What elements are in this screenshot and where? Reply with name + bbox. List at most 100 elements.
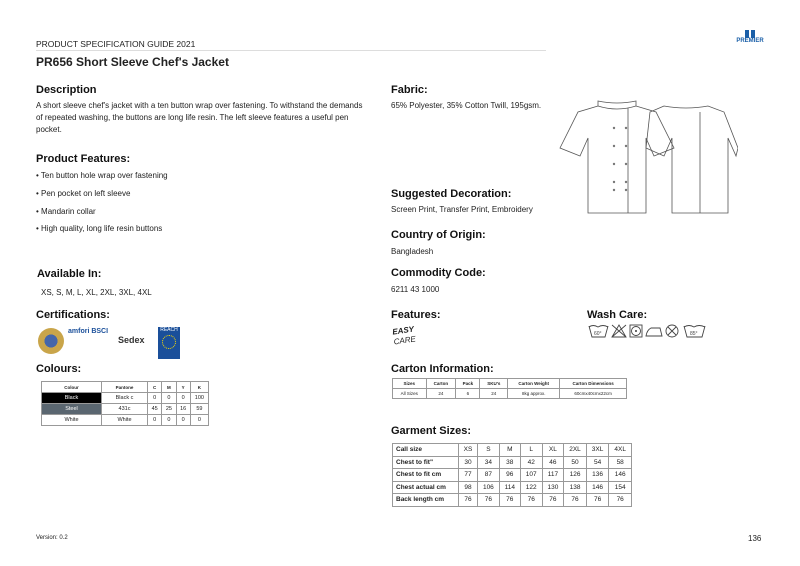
table-cell: 77	[457, 468, 479, 482]
iron-icon	[645, 327, 663, 337]
table-cell: S	[477, 443, 500, 457]
garment-sizes-heading: Garment Sizes:	[391, 425, 472, 437]
decoration-text: Screen Print, Transfer Print, Embroidery	[391, 205, 533, 214]
table-cell: 117	[541, 468, 565, 482]
table-row: Black Black c 0 0 0 100	[41, 392, 210, 404]
table-cell: 4XL	[608, 443, 632, 457]
table-cell: 50	[563, 455, 587, 469]
wrap-logo	[38, 328, 64, 354]
table-cell: 96	[498, 468, 521, 482]
table-cell: 46	[541, 455, 565, 469]
origin-heading: Country of Origin:	[391, 229, 486, 241]
table-cell: 146	[608, 468, 632, 482]
carton-table: Sizes Carton Pack SKU's Carton Weight Carton …	[392, 378, 627, 399]
table-cell: 138	[563, 480, 587, 494]
commodity-text: 6211 43 1000	[391, 285, 440, 294]
garment-sizes-table: Call size XS S M L XL 2XL 3XL 4XL Chest to fit" 30…	[392, 443, 632, 507]
table-cell: 107	[519, 468, 543, 482]
wash-care-heading: Wash Care:	[587, 309, 648, 321]
table-cell: Back length cm	[392, 493, 459, 507]
feature-item: • Pen pocket on left sleeve	[36, 189, 131, 198]
table-cell: 136	[585, 468, 610, 482]
table-header: Colour Pantone C M Y K	[41, 381, 210, 393]
amfori-logo: amfori BSCI	[68, 328, 109, 335]
svg-text:60°: 60°	[594, 331, 602, 337]
jacket-illustration	[559, 100, 738, 214]
features-heading: Features:	[391, 309, 441, 321]
reach-logo: REACH	[158, 327, 180, 359]
table-cell: Chest to fit cm	[392, 468, 459, 482]
table-cell: 38	[498, 455, 521, 469]
origin-text: Bangladesh	[391, 247, 434, 256]
fabric-text: 65% Polyester, 35% Cotton Twill, 195gsm.	[391, 101, 542, 110]
feature-item: • Mandarin collar	[36, 207, 96, 216]
tumble-dry-icon	[629, 324, 643, 338]
no-bleach-icon	[611, 324, 627, 338]
table-header: Sizes Carton Pack SKU's Carton Weight Carton …	[392, 378, 627, 389]
page-title: PR656 Short Sleeve Chef's Jacket	[36, 55, 229, 69]
table-cell: 76	[563, 493, 587, 507]
table-cell: 126	[563, 468, 587, 482]
table-cell: XL	[541, 443, 565, 457]
table-cell: 58	[608, 455, 632, 469]
table-cell: 76	[585, 493, 610, 507]
table-cell: 130	[541, 480, 565, 494]
feature-item: • High quality, long life resin buttons	[36, 224, 163, 233]
brand-logo: PREMIER	[735, 30, 765, 44]
table-cell: 3XL	[585, 443, 610, 457]
table-cell: 76	[477, 493, 500, 507]
table-row: Steel 431c 45 25 16 59	[41, 403, 210, 415]
table-cell: 76	[498, 493, 521, 507]
table-row: Back length cm 76 76 76 76 76 76 76 76	[392, 493, 632, 507]
table-cell: 76	[457, 493, 479, 507]
wash-60-icon: 60°	[588, 325, 609, 338]
no-dry-clean-icon	[665, 324, 679, 338]
carton-heading: Carton Information:	[391, 363, 494, 375]
available-heading: Available In:	[37, 268, 102, 280]
table-cell: XS	[457, 443, 479, 457]
easy-care-logo: EASY CARE	[391, 324, 417, 347]
wash-85-icon: 85°	[683, 325, 706, 338]
product-features-heading: Product Features:	[36, 153, 131, 165]
table-row: Call size XS S M L XL 2XL 3XL 4XL	[392, 443, 632, 457]
table-cell: M	[498, 443, 521, 457]
colours-heading: Colours:	[36, 363, 82, 375]
table-cell: 154	[608, 480, 632, 494]
table-cell: 76	[519, 493, 543, 507]
certifications-heading: Certifications:	[36, 309, 110, 321]
table-cell: 106	[477, 480, 500, 494]
table-cell: 54	[585, 455, 610, 469]
table-cell: 76	[541, 493, 565, 507]
description-text: A short sleeve chef's jacket with a ten …	[36, 101, 363, 134]
table-cell: 146	[585, 480, 610, 494]
wash-care-icons: 60° 85°	[588, 324, 706, 338]
table-cell: L	[519, 443, 543, 457]
svg-text:85°: 85°	[690, 331, 698, 337]
table-cell: Chest actual cm	[392, 480, 459, 494]
divider	[36, 50, 546, 51]
colours-table: Colour Pantone C M Y K Black Black c 0 0 0 100 Ste…	[41, 381, 210, 426]
table-cell: 34	[477, 455, 500, 469]
table-cell: Call size	[392, 443, 459, 457]
sedex-logo: Sedex	[118, 335, 145, 345]
description-heading: Description	[36, 84, 97, 96]
table-cell: 87	[477, 468, 500, 482]
table-row: Chest actual cm 98 106 114 122 130 138 146 154	[392, 480, 632, 494]
guide-label: PRODUCT SPECIFICATION GUIDE 2021	[36, 39, 196, 49]
table-row: Chest to fit cm 77 87 96 107 117 126 136 146	[392, 468, 632, 482]
version-label: Version: 0.2	[36, 535, 68, 541]
table-cell: 98	[457, 480, 479, 494]
table-row: White White 0 0 0 0	[41, 414, 210, 426]
commodity-heading: Commodity Code:	[391, 267, 486, 279]
fabric-heading: Fabric:	[391, 84, 428, 96]
decoration-heading: Suggested Decoration:	[391, 188, 512, 200]
feature-item: • Ten button hole wrap over fastening	[36, 171, 168, 180]
available-text: XS, S, M, L, XL, 2XL, 3XL, 4XL	[41, 288, 152, 297]
table-cell: 30	[457, 455, 479, 469]
table-cell: Chest to fit"	[392, 455, 459, 469]
page-number: 136	[748, 534, 762, 543]
table-cell: 114	[498, 480, 521, 494]
table-cell: 76	[608, 493, 632, 507]
table-row: Chest to fit" 30 34 38 42 46 50 54 58	[392, 455, 632, 469]
table-cell: 42	[519, 455, 543, 469]
